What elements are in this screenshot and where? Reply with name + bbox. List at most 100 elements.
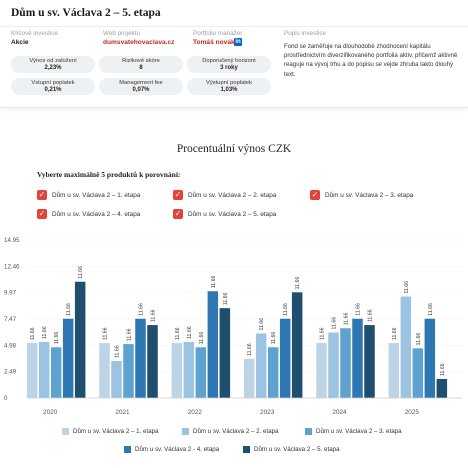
bar-data-label: 11.66 bbox=[187, 326, 193, 339]
chart-bar bbox=[412, 348, 424, 398]
checkmark-icon[interactable]: ✓ bbox=[310, 190, 320, 200]
chart-bar bbox=[123, 344, 134, 398]
bar-data-label: 11.66 bbox=[320, 327, 326, 340]
product-select-title: Vyberte maximálně 5 produktů k porovnání… bbox=[37, 170, 181, 179]
chart-bar bbox=[38, 341, 50, 398]
pill-value: 3 roky bbox=[220, 65, 238, 71]
key-investment-label: Klíčové investice bbox=[11, 30, 58, 37]
legend-swatch bbox=[305, 428, 312, 435]
legend-label: Dům u sv. Václava 2 – 2. etapa bbox=[193, 428, 279, 435]
y-tick-label: 2.49 bbox=[4, 369, 17, 376]
product-checkbox-3[interactable]: ✓ Dům u sv. Václava 2 – 3. etapa bbox=[310, 190, 413, 200]
legend-swatch bbox=[243, 446, 250, 453]
chart-bar bbox=[436, 378, 448, 398]
return-bar-chart: 0 2.49 4.98 7.47 9.97 12.46 14.95 11.66 11.66 11.… bbox=[4, 237, 462, 415]
checkmark-icon[interactable]: ✓ bbox=[173, 190, 183, 200]
x-tick-label: 2020 bbox=[43, 409, 58, 415]
bar-data-label: 11.66 bbox=[283, 303, 289, 316]
legend-swatch bbox=[182, 428, 189, 435]
chart-bar bbox=[26, 343, 38, 398]
legend-swatch bbox=[124, 446, 131, 453]
x-tick-label: 2022 bbox=[188, 409, 203, 415]
pill-label: Výstupní poplatek bbox=[205, 80, 253, 86]
bar-data-label: 11.66 bbox=[115, 345, 121, 358]
product-checkbox-2[interactable]: ✓ Dům u sv. Václava 2 – 2. etapa bbox=[173, 190, 276, 200]
chart-bar bbox=[147, 325, 158, 398]
legend-label: Dům u sv. Václava 2 - 4. etapa bbox=[135, 446, 220, 453]
key-investment-value: Akcie bbox=[11, 39, 29, 46]
bar-data-label: 11.66 bbox=[344, 313, 350, 326]
product-checkbox-4[interactable]: ✓ Dům u sv. Václava 2 – 4. etapa bbox=[37, 209, 140, 219]
checkbox-label: Dům u sv. Václava 2 – 4. etapa bbox=[52, 210, 141, 218]
chart-bar bbox=[388, 343, 400, 398]
product-checkbox-5[interactable]: ✓ Dům u sv. Václava 2 – 5. etapa bbox=[173, 209, 276, 219]
legend-item-4[interactable]: Dům u sv. Václava 2 - 4. etapa bbox=[124, 446, 219, 453]
checkbox-label: Dům u sv. Václava 2 – 2. etapa bbox=[188, 191, 277, 199]
chart-bar bbox=[328, 332, 339, 398]
bar-data-label: 11.66 bbox=[103, 327, 109, 340]
x-tick-label: 2025 bbox=[405, 409, 420, 415]
x-tick-label: 2023 bbox=[260, 409, 275, 415]
bar-data-label: 11.66 bbox=[428, 303, 434, 316]
pill-label: Rizikové skóre bbox=[122, 58, 160, 64]
investment-info-card bbox=[0, 26, 468, 108]
legend-item-2[interactable]: Dům u sv. Václava 2 – 2. etapa bbox=[182, 428, 279, 435]
chart-bar bbox=[255, 333, 267, 398]
bar-data-label: 11.66 bbox=[416, 333, 422, 346]
pill-label: Výnos od založení bbox=[29, 58, 77, 64]
description-label: Popis investice bbox=[284, 30, 326, 37]
bar-data-label: 11.66 bbox=[139, 303, 145, 316]
bar-data-label: 11.66 bbox=[66, 303, 72, 316]
chart-bar bbox=[279, 318, 291, 398]
checkbox-label: Dům u sv. Václava 2 – 3. etapa bbox=[325, 191, 414, 199]
chart-bar bbox=[267, 347, 279, 398]
bar-data-label: 11.66 bbox=[332, 317, 338, 330]
pill-label: Doporučený horizont bbox=[202, 58, 256, 64]
bar-data-label: 11.66 bbox=[211, 276, 217, 289]
pill-return-since-inception: Výnos od založení 2,23% bbox=[11, 56, 95, 73]
bar-data-label: 11.66 bbox=[271, 332, 277, 345]
linkedin-icon[interactable]: in bbox=[234, 38, 242, 46]
x-tick-label: 2024 bbox=[332, 409, 347, 415]
manager-name: Tomáš novák bbox=[193, 39, 235, 46]
chart-bar bbox=[195, 347, 207, 398]
bar-data-label: 11.66 bbox=[199, 332, 205, 345]
pill-label: Vstupní poplatek bbox=[31, 80, 75, 86]
chart-bar bbox=[400, 296, 412, 398]
checkmark-icon[interactable]: ✓ bbox=[37, 209, 47, 219]
web-link[interactable]: dumsvatehovaclava.cz bbox=[103, 39, 175, 46]
y-tick-label: 14.95 bbox=[4, 237, 20, 244]
checkmark-icon[interactable]: ✓ bbox=[37, 190, 47, 200]
legend-item-3[interactable]: Dům u sv. Václava 2 – 3. etapa bbox=[305, 428, 402, 435]
pill-value: 2,23% bbox=[44, 65, 62, 71]
bar-data-label: 11.66 bbox=[259, 318, 265, 331]
checkbox-label: Dům u sv. Václava 2 – 1. etapa bbox=[52, 191, 141, 199]
chart-bar bbox=[219, 308, 231, 398]
bar-data-label: 11.66 bbox=[78, 266, 84, 279]
chart-bar bbox=[62, 318, 74, 398]
pill-value: 0,07% bbox=[132, 87, 150, 93]
chart-section-title: Procentuální výnos CZK bbox=[176, 143, 292, 155]
chart-bar bbox=[364, 325, 375, 398]
chart-bar bbox=[171, 343, 183, 398]
bar-data-label: 11.66 bbox=[42, 326, 48, 339]
web-label: Web projektu bbox=[103, 30, 140, 37]
y-tick-label: 4.98 bbox=[4, 342, 17, 349]
pill-value: 1,03% bbox=[220, 87, 238, 93]
chart-bar bbox=[243, 358, 255, 398]
checkmark-icon[interactable]: ✓ bbox=[173, 209, 183, 219]
pill-recommended-horizon: Doporučený horizont 3 roky bbox=[187, 56, 271, 73]
legend-label: Dům u sv. Václava 2 – 1. etapa bbox=[73, 428, 159, 435]
y-tick-label: 9.97 bbox=[4, 290, 17, 297]
legend-item-5[interactable]: Dům u sv. Václava 2 – 5. etapa bbox=[243, 446, 340, 453]
chart-bar bbox=[424, 318, 436, 398]
chart-bar bbox=[135, 318, 146, 398]
legend-item-1[interactable]: Dům u sv. Václava 2 – 1. etapa bbox=[62, 428, 159, 435]
chart-bar bbox=[340, 328, 351, 398]
chart-bar bbox=[316, 343, 327, 398]
pill-risk-score: Rizikové skóre 8 bbox=[99, 56, 183, 73]
chart-bar bbox=[74, 281, 86, 398]
bar-data-label: 11.66 bbox=[368, 309, 374, 322]
pill-entry-fee: Vstupní poplatek 0,21% bbox=[11, 78, 95, 95]
product-checkbox-1[interactable]: ✓ Dům u sv. Václava 2 – 1. etapa bbox=[37, 190, 140, 200]
